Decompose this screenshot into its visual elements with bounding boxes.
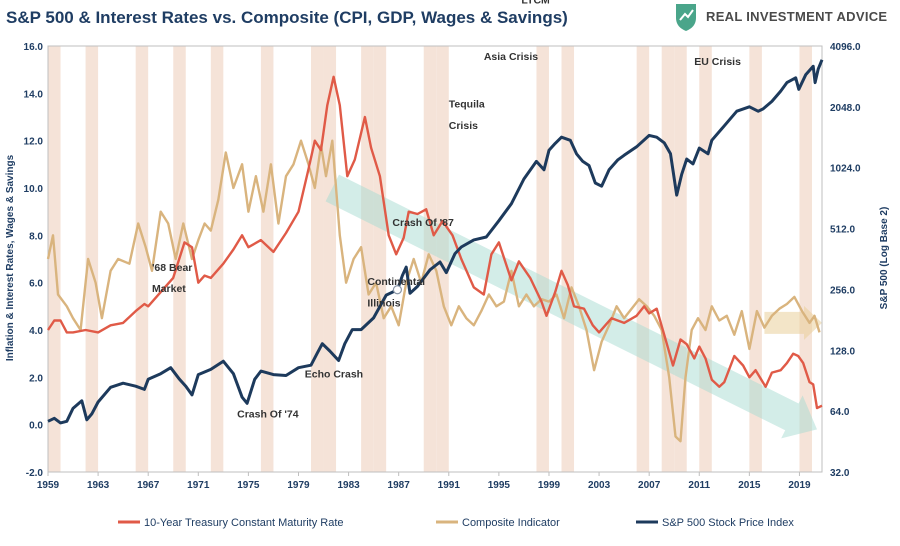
shaded-year-band xyxy=(536,46,549,472)
x-tick-label: 1979 xyxy=(287,480,310,491)
logo-arrow-icon xyxy=(679,9,694,21)
y-left-tick-label: 14.0 xyxy=(24,89,44,100)
shaded-year-band xyxy=(311,46,324,472)
y-left-tick-label: 12.0 xyxy=(24,137,44,148)
y-right-tick-label: 4096.0 xyxy=(830,42,861,53)
shaded-year-band xyxy=(260,46,274,472)
annotation-label: Asia Crisis xyxy=(484,51,538,63)
y-right-tick-label: 256.0 xyxy=(830,285,855,296)
x-tick-label: 2011 xyxy=(688,480,710,491)
x-tick-label: 1983 xyxy=(337,480,360,491)
series-lines xyxy=(46,59,824,443)
y-left-tick-label: 8.0 xyxy=(29,231,43,242)
shaded-year-band xyxy=(361,46,374,472)
x-tick-label: 1987 xyxy=(388,480,411,491)
legend-label: Composite Indicator xyxy=(462,517,560,529)
shaded-year-band xyxy=(561,46,575,472)
shaded-year-band xyxy=(674,46,687,472)
shaded-year-band xyxy=(373,46,387,472)
annotations: '68 Bear Market Crash Of '74 Echo Crash Cont… xyxy=(152,0,741,421)
x-tick-label: 1995 xyxy=(488,480,511,491)
right-axis-label: S&P 500 (Log Base 2) xyxy=(879,207,890,310)
brand-name: REAL INVESTMENT ADVICE xyxy=(706,9,887,24)
y-right-tick-label: 32.0 xyxy=(830,468,850,479)
x-tick-label: 1971 xyxy=(187,480,210,491)
trend-arrow xyxy=(764,305,822,340)
series-line-1 xyxy=(46,139,821,443)
x-tick-label: 1991 xyxy=(438,480,461,491)
brand-logo: REAL INVESTMENT ADVICE xyxy=(676,4,887,31)
x-tick-label: 1975 xyxy=(237,480,260,491)
x-tick-label: 1963 xyxy=(87,480,110,491)
annotation-label: Tequila xyxy=(449,99,485,111)
annotation-label: Market xyxy=(152,283,186,295)
trend-arrows xyxy=(325,174,822,439)
y-right-tick-label: 2048.0 xyxy=(830,103,861,114)
y-left-tick-label: 2.0 xyxy=(29,373,43,384)
left-axis-label: Inflation & Interest Rates, Wages & Savi… xyxy=(5,154,16,361)
shaded-year-band xyxy=(135,46,149,472)
shaded-year-band xyxy=(636,46,650,472)
series-line-0 xyxy=(46,75,823,410)
annotation-label: Crash Of '87 xyxy=(392,217,454,229)
y-left-tick-label: 4.0 xyxy=(29,326,43,337)
x-tick-label: 1967 xyxy=(137,480,160,491)
x-tick-label: 2003 xyxy=(588,480,611,491)
annotation-label: Echo Crash xyxy=(305,368,363,380)
shaded-year-band xyxy=(323,46,337,472)
y-right-tick-label: 512.0 xyxy=(830,225,855,236)
y-left-tick-label: 0.0 xyxy=(29,421,43,432)
x-tick-label: 1959 xyxy=(37,480,60,491)
legend-label: 10-Year Treasury Constant Maturity Rate xyxy=(144,517,344,529)
annotation-label: '68 Bear xyxy=(152,262,192,274)
x-tick-label: 2019 xyxy=(788,480,811,491)
chart-title: S&P 500 & Interest Rates vs. Composite (… xyxy=(6,8,568,27)
highlight-marker xyxy=(392,285,403,295)
annotation-label: Illinois xyxy=(367,297,400,309)
shaded-year-band xyxy=(749,46,762,472)
x-tick-label: 1999 xyxy=(538,480,561,491)
annotation-label: Continental xyxy=(367,276,425,288)
y-right-tick-label: 64.0 xyxy=(830,407,850,418)
y-left-tick-label: 10.0 xyxy=(24,184,44,195)
annotation-label: EU Crisis xyxy=(694,56,741,68)
x-tick-label: 2007 xyxy=(638,480,661,491)
y-right-tick-label: 1024.0 xyxy=(830,164,861,175)
legend-label: S&P 500 Stock Price Index xyxy=(662,517,794,529)
y-left-tick-label: 16.0 xyxy=(24,42,44,53)
shaded-year-band xyxy=(799,46,812,472)
shaded-year-band xyxy=(699,46,712,472)
shaded-year-band xyxy=(85,46,99,472)
x-tick-label: 2015 xyxy=(738,480,761,491)
trend-arrow xyxy=(325,174,817,439)
y-right-tick-label: 128.0 xyxy=(830,346,855,357)
y-left-tick-label: 6.0 xyxy=(29,279,43,290)
axis-ticks: 1959 1963 1967 1971 1975 1979 1983 1987 1991 1995… xyxy=(24,42,861,491)
legend: 10-Year Treasury Constant Maturity Rate C… xyxy=(118,517,794,529)
annotation-label: Crash Of '74 xyxy=(237,409,299,421)
annotation-label: Crisis xyxy=(449,120,478,132)
logo-shield-icon xyxy=(676,4,696,31)
shaded-year-band xyxy=(210,46,224,472)
series-line-2 xyxy=(47,59,824,425)
y-left-tick-label: -2.0 xyxy=(26,468,44,479)
annotation-label: LTCM xyxy=(521,0,550,6)
